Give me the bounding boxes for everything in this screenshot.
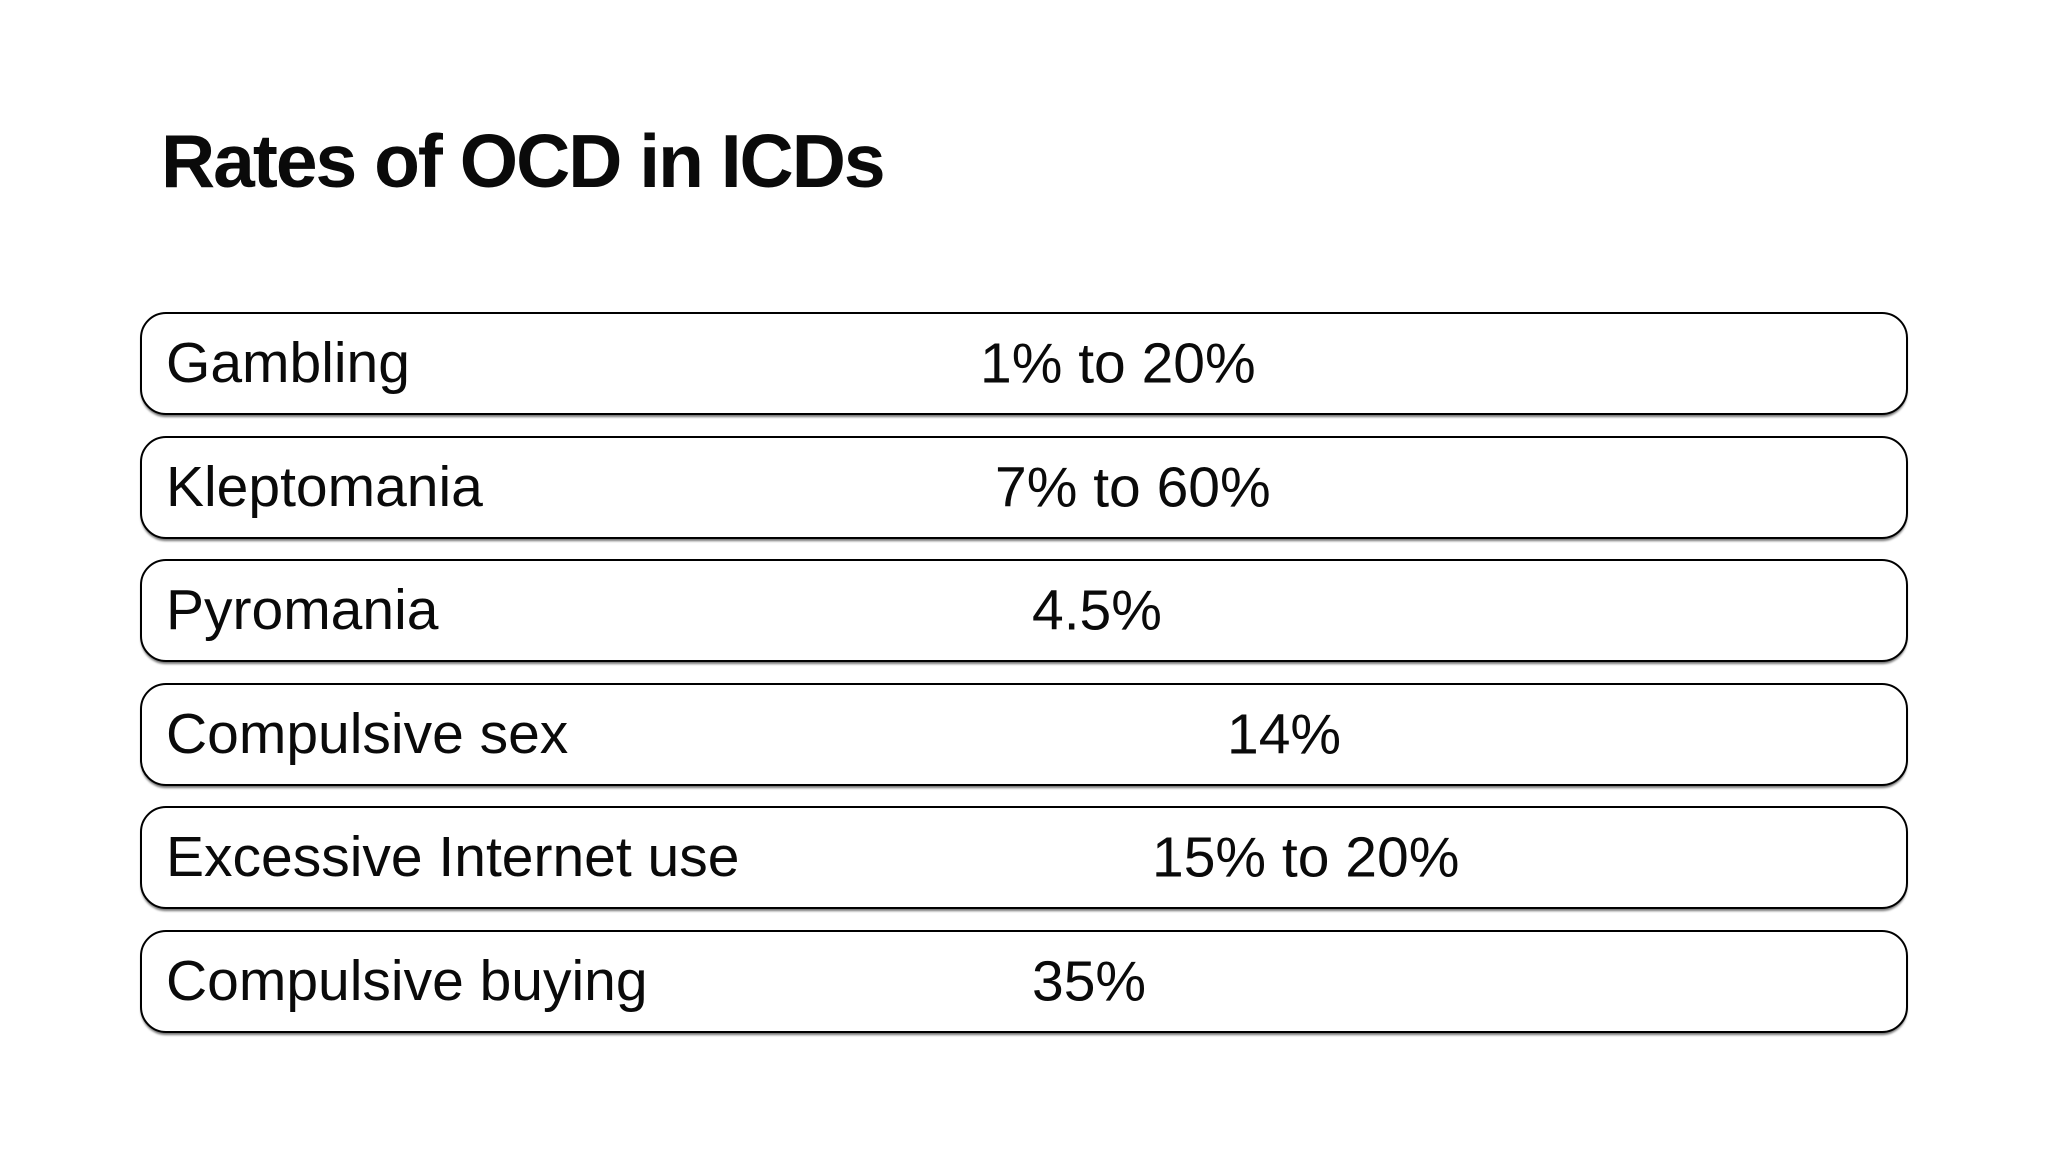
row-value: 1% to 20% bbox=[980, 331, 1256, 395]
row-label: Compulsive buying bbox=[166, 949, 648, 1013]
row-label: Excessive Internet use bbox=[166, 825, 740, 889]
table-row-compulsive-sex: Compulsive sex 14% bbox=[140, 683, 1908, 786]
table-row-gambling: Gambling 1% to 20% bbox=[140, 312, 1908, 415]
row-value: 4.5% bbox=[1032, 578, 1162, 642]
row-label: Kleptomania bbox=[166, 455, 483, 519]
row-label: Pyromania bbox=[166, 578, 439, 642]
row-value: 7% to 60% bbox=[995, 455, 1271, 519]
page-title: Rates of OCD in ICDs bbox=[161, 119, 886, 203]
row-value: 35% bbox=[1032, 949, 1147, 1013]
row-label: Gambling bbox=[166, 331, 410, 395]
row-label: Compulsive sex bbox=[166, 702, 569, 766]
table-row-excessive-internet-use: Excessive Internet use 15% to 20% bbox=[140, 806, 1908, 909]
row-value: 14% bbox=[1227, 702, 1342, 766]
row-value: 15% to 20% bbox=[1152, 825, 1460, 889]
table-row-kleptomania: Kleptomania 7% to 60% bbox=[140, 436, 1908, 539]
table-row-pyromania: Pyromania 4.5% bbox=[140, 559, 1908, 662]
table-row-compulsive-buying: Compulsive buying 35% bbox=[140, 930, 1908, 1033]
